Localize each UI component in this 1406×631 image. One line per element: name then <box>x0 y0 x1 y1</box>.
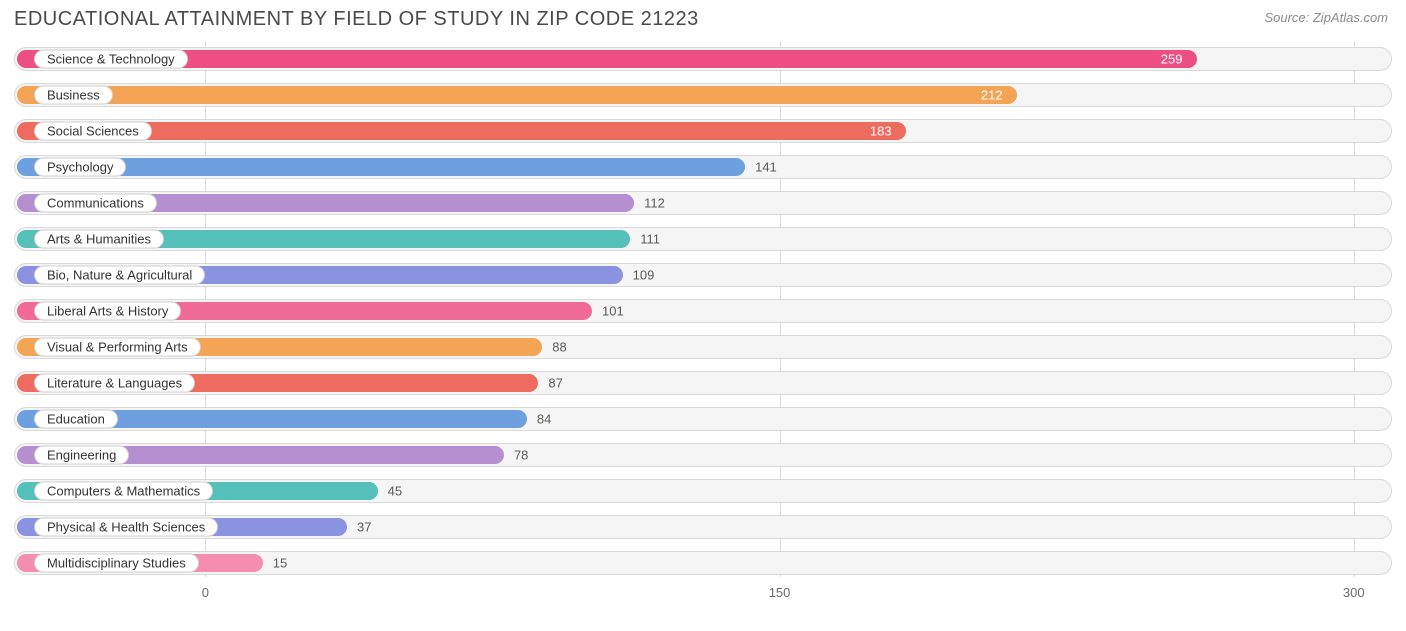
bar-label-pill: Communications <box>34 194 157 213</box>
x-tick-label: 0 <box>202 585 209 600</box>
bar-row: Liberal Arts & History 101 <box>14 293 1392 329</box>
bar-label-pill: Visual & Performing Arts <box>34 338 201 357</box>
bar-label-pill: Bio, Nature & Agricultural <box>34 266 205 285</box>
bar-row: Bio, Nature & Agricultural 109 <box>14 257 1392 293</box>
bar-value: 78 <box>514 448 528 463</box>
bar-row: Physical & Health Sciences 37 <box>14 509 1392 545</box>
bar-label-pill: Science & Technology <box>34 50 188 69</box>
bar-row: Computers & Mathematics 45 <box>14 473 1392 509</box>
bar <box>17 158 745 176</box>
bar-value: 109 <box>633 268 655 283</box>
bar-row: Communications 112 <box>14 185 1392 221</box>
bar-label-pill: Literature & Languages <box>34 374 195 393</box>
bar-label-pill: Multidisciplinary Studies <box>34 554 199 573</box>
bar-row: Business 212 <box>14 77 1392 113</box>
bar-value: 111 <box>640 232 660 247</box>
bar-value: 45 <box>388 484 402 499</box>
x-tick-label: 150 <box>769 585 791 600</box>
bar-label-pill: Education <box>34 410 118 429</box>
chart-header: EDUCATIONAL ATTAINMENT BY FIELD OF STUDY… <box>0 0 1406 35</box>
bar-label-pill: Computers & Mathematics <box>34 482 213 501</box>
x-tick-label: 300 <box>1343 585 1365 600</box>
bar-row: Literature & Languages 87 <box>14 365 1392 401</box>
bar-row: Social Sciences 183 <box>14 113 1392 149</box>
bar-value: 183 <box>870 124 892 139</box>
bar-label-pill: Social Sciences <box>34 122 152 141</box>
bar-value: 112 <box>644 196 665 211</box>
bar-value: 37 <box>357 520 371 535</box>
bar-label-pill: Arts & Humanities <box>34 230 164 249</box>
bars-container: Science & Technology 259 Business 212 Social… <box>14 41 1392 581</box>
bar-label-pill: Psychology <box>34 158 126 177</box>
bar-label-pill: Liberal Arts & History <box>34 302 181 321</box>
bar-row: Visual & Performing Arts 88 <box>14 329 1392 365</box>
chart-area: Science & Technology 259 Business 212 Social… <box>14 41 1392 601</box>
bar-label-pill: Engineering <box>34 446 129 465</box>
bar <box>17 86 1017 104</box>
bar-value: 15 <box>273 556 287 571</box>
bar-value: 101 <box>602 304 624 319</box>
bar-row: Engineering 78 <box>14 437 1392 473</box>
bar-value: 84 <box>537 412 551 427</box>
bar-value: 87 <box>548 376 562 391</box>
x-axis: 0 150 300 <box>14 585 1392 605</box>
bar-value: 88 <box>552 340 566 355</box>
bar-row: Multidisciplinary Studies 15 <box>14 545 1392 581</box>
bar-value: 212 <box>981 88 1003 103</box>
bar <box>17 50 1197 68</box>
bar-row: Education 84 <box>14 401 1392 437</box>
chart-source: Source: ZipAtlas.com <box>1264 10 1388 25</box>
bar-row: Arts & Humanities 111 <box>14 221 1392 257</box>
bar-row: Psychology 141 <box>14 149 1392 185</box>
chart-title: EDUCATIONAL ATTAINMENT BY FIELD OF STUDY… <box>14 8 699 31</box>
bar-value: 141 <box>755 160 777 175</box>
bar-row: Science & Technology 259 <box>14 41 1392 77</box>
bar-label-pill: Business <box>34 86 113 105</box>
bar-label-pill: Physical & Health Sciences <box>34 518 218 537</box>
bar-value: 259 <box>1161 52 1183 67</box>
